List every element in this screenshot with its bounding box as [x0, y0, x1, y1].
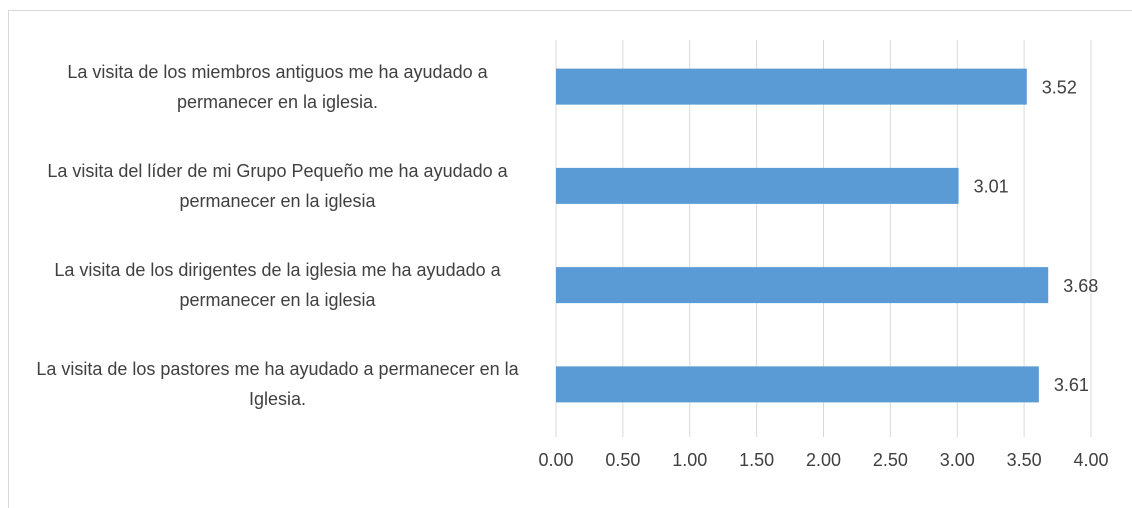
bar	[556, 267, 1049, 304]
data-label: 3.52	[1042, 77, 1077, 97]
x-tick-label: 0.50	[605, 450, 640, 470]
chart-border	[8, 10, 1132, 508]
y-tick-label: La visita de los dirigentes de la iglesi…	[54, 260, 501, 311]
data-label: 3.61	[1054, 375, 1089, 395]
x-tick-label: 1.50	[739, 450, 774, 470]
x-tick-label: 2.00	[806, 450, 841, 470]
y-tick-label: La visita de los pastores me ha ayudado …	[36, 359, 519, 410]
y-tick-label: La visita del líder de mi Grupo Pequeño …	[47, 160, 508, 211]
data-label: 3.68	[1063, 276, 1098, 296]
x-tick-label: 0.00	[538, 450, 573, 470]
y-tick-label: La visita de los miembros antiguos me ha…	[67, 61, 488, 112]
bar	[556, 366, 1039, 403]
x-tick-label: 3.00	[940, 450, 975, 470]
x-tick-label: 4.00	[1073, 450, 1108, 470]
data-label: 3.01	[974, 177, 1009, 197]
bar	[556, 68, 1027, 105]
x-tick-label: 2.50	[873, 450, 908, 470]
bar	[556, 167, 959, 204]
x-tick-label: 3.50	[1007, 450, 1042, 470]
x-tick-label: 1.00	[672, 450, 707, 470]
